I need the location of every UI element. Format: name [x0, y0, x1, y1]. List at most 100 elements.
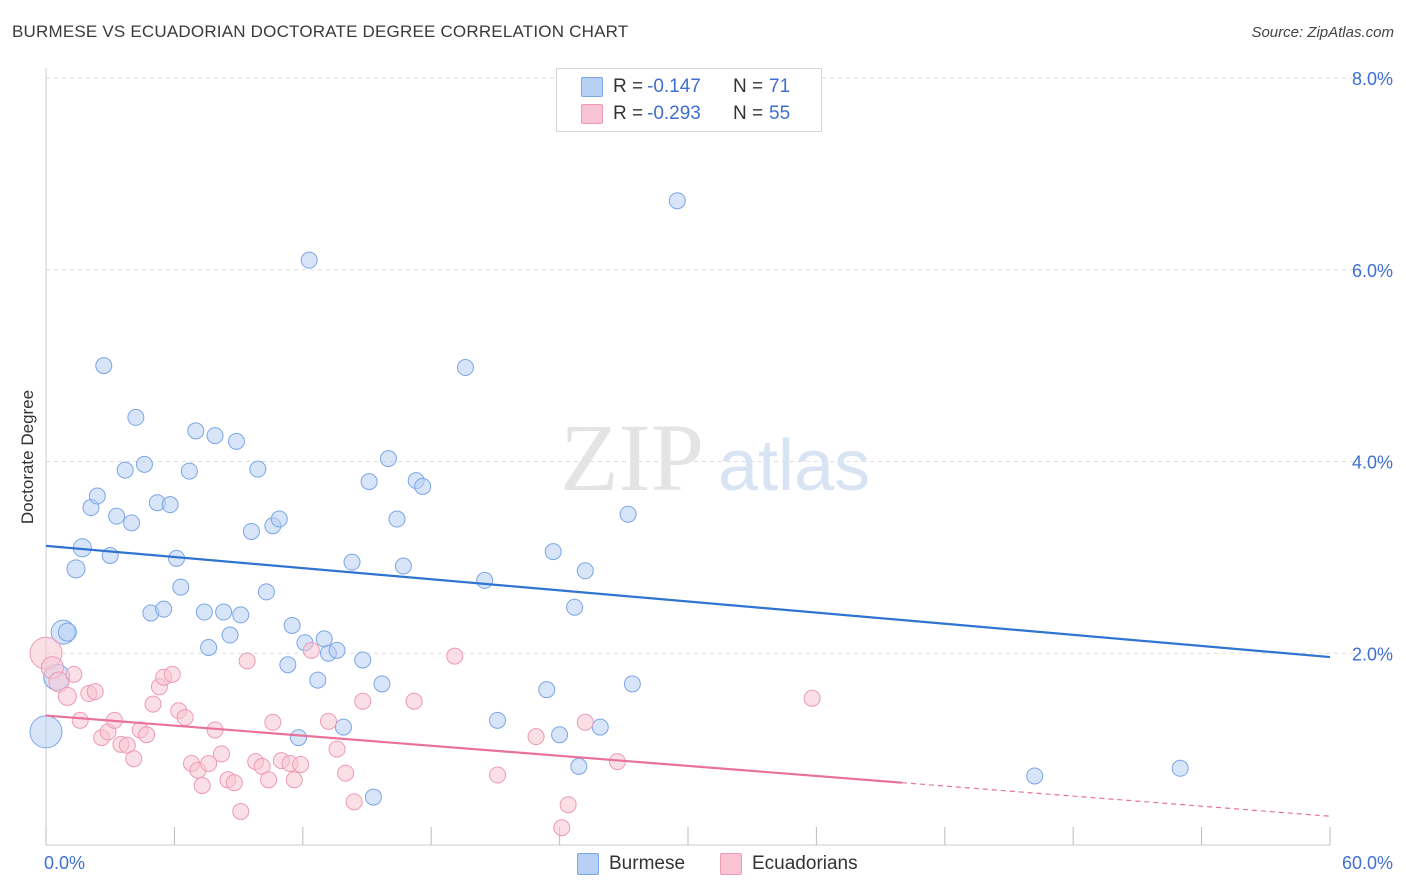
burmese-point — [668, 192, 686, 210]
burmese-point — [200, 638, 218, 656]
ecuadorian-point — [212, 745, 230, 763]
burmese-point — [290, 729, 308, 747]
ecuadorian-point — [48, 671, 70, 693]
burmese-point — [279, 656, 297, 674]
x-tick-label: 60.0% — [1342, 853, 1393, 873]
ecuadorian-point — [65, 665, 83, 683]
ecuadorian-point — [319, 712, 337, 730]
ecuadorian-point — [446, 647, 464, 665]
ecuadorian-point — [193, 777, 211, 795]
bottom-legend-label-burmese: Burmese — [609, 853, 686, 874]
burmese-point — [1171, 759, 1189, 777]
watermark: ZIP atlas — [560, 404, 870, 511]
burmese-point — [257, 583, 275, 601]
burmese-point — [544, 543, 562, 561]
burmese-point — [414, 477, 432, 495]
burmese-point — [227, 432, 245, 450]
burmese-point — [360, 473, 378, 491]
bottom-legend-burmese: Burmese — [577, 852, 685, 876]
burmese-point — [135, 455, 153, 473]
tick-labels: 2.0% 4.0% 6.0% 8.0% 0.0% 60.0% — [44, 69, 1393, 873]
ecuadorian-point — [144, 695, 162, 713]
correlation-legend: R = -0.147 N = 71 R = -0.293 N = 55 — [556, 68, 822, 132]
source-credit: Source: ZipAtlas.com — [1251, 24, 1394, 41]
burmese-point — [123, 514, 141, 532]
burmese-point — [221, 626, 239, 644]
ecuadorian-point — [337, 764, 355, 782]
ecuadorian-point — [86, 683, 104, 701]
burmese-point — [270, 510, 288, 528]
y-tick-label: 4.0% — [1352, 453, 1393, 473]
x-tick-label: 0.0% — [44, 853, 85, 873]
ecuadorian-point — [292, 755, 310, 773]
legend-r-label: R = — [613, 103, 644, 124]
y-axis-label: Doctorate Degree — [18, 390, 37, 524]
burmese-point — [161, 496, 179, 514]
ecuadorian-point — [125, 750, 143, 768]
burmese-point — [570, 757, 588, 775]
series-ecuadorian — [29, 636, 821, 837]
burmese-point — [576, 562, 594, 580]
legend-n-label: N = — [733, 76, 764, 97]
ecuadorian-point — [489, 766, 507, 784]
burmese-point — [29, 715, 63, 749]
burmese-point — [619, 505, 637, 523]
burmese-point — [232, 606, 250, 624]
ecuadorian-point — [559, 796, 577, 814]
legend-r-value-ecuadorian: -0.293 — [647, 103, 701, 124]
ecuadorian-point — [57, 686, 77, 706]
ecuadorian-point — [405, 692, 423, 710]
y-tick-label: 8.0% — [1352, 69, 1393, 89]
legend-swatch-burmese — [581, 77, 603, 97]
burmese-point — [343, 553, 361, 571]
legend-r-value-burmese: -0.147 — [647, 76, 701, 97]
bottom-legend-ecuadorian: Ecuadorians — [720, 852, 858, 876]
burmese-point — [249, 460, 267, 478]
burmese-point — [215, 603, 233, 621]
burmese-point — [328, 641, 346, 659]
ecuadorian-point — [264, 713, 282, 731]
bottom-legend-label-ecuadorian: Ecuadorians — [752, 853, 858, 874]
legend-swatch-ecuadorian — [581, 104, 603, 124]
burmese-point — [300, 251, 318, 269]
burmese-point — [172, 578, 190, 596]
ecuadorian-point — [354, 692, 372, 710]
ecuadorian-point — [176, 708, 194, 726]
burmese-point — [309, 671, 327, 689]
burmese-point — [456, 359, 474, 377]
burmese-point — [127, 408, 145, 426]
legend-n-value-ecuadorian: 55 — [769, 103, 791, 124]
burmese-point — [187, 422, 205, 440]
ecuadorian-point — [328, 740, 346, 758]
burmese-point — [379, 450, 397, 468]
ecuadorian-point — [232, 802, 250, 820]
y-tick-label: 2.0% — [1352, 644, 1393, 664]
trend-line-burmese — [45, 544, 1331, 659]
burmese-point — [489, 711, 507, 729]
ecuadorian-point — [71, 711, 89, 729]
burmese-point — [1026, 767, 1044, 785]
burmese-point — [551, 726, 569, 744]
ecuadorian-point — [576, 713, 594, 731]
burmese-point — [476, 571, 494, 589]
ecuadorian-point — [345, 793, 363, 811]
burmese-point — [364, 788, 382, 806]
bottom-legend-swatch-burmese — [577, 853, 599, 875]
burmese-point — [57, 622, 77, 642]
burmese-point — [195, 603, 213, 621]
legend-n-value-burmese: 71 — [769, 76, 791, 97]
chart-title: BURMESE VS ECUADORIAN DOCTORATE DEGREE C… — [12, 22, 629, 41]
ecuadorian-point — [238, 652, 256, 670]
ecuadorian-point — [302, 641, 320, 659]
trend-lines — [45, 544, 1331, 817]
burmese-point — [354, 651, 372, 669]
ecuadorian-point — [803, 689, 821, 707]
y-tick-label: 6.0% — [1352, 261, 1393, 281]
burmese-point — [538, 681, 556, 699]
burmese-point — [388, 510, 406, 528]
trend-line-ecuadorians — [45, 714, 903, 784]
burmese-point — [66, 559, 86, 579]
burmese-point — [242, 522, 260, 540]
burmese-point — [88, 487, 106, 505]
